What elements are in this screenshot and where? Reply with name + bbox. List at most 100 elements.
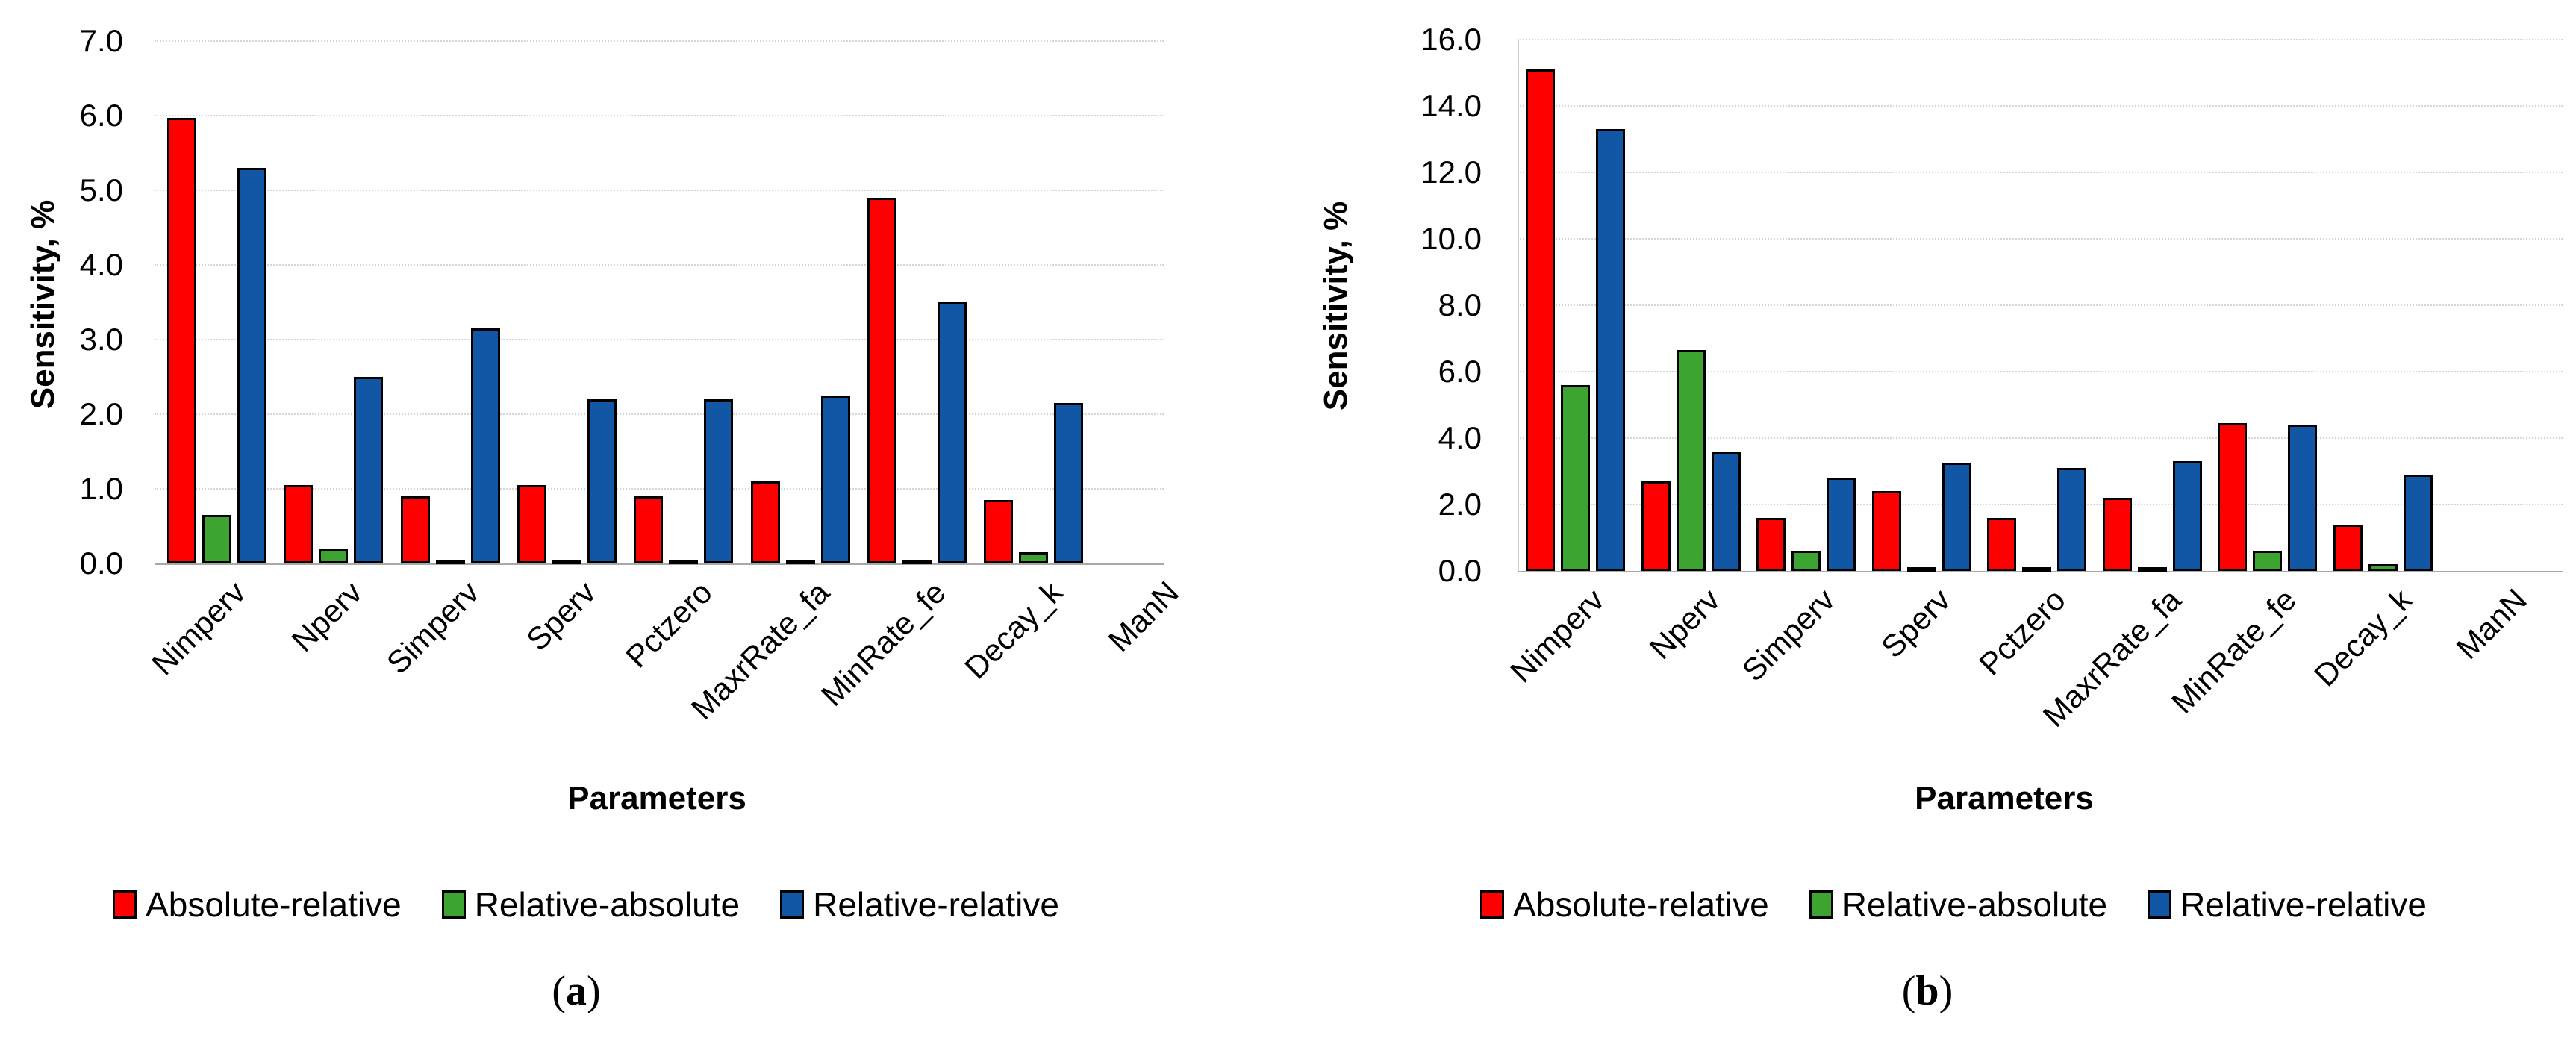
gridline: [1518, 39, 2563, 40]
bar-b-MinRate_fe-Relative-absolute: [2253, 551, 2282, 571]
caption-paren: ): [587, 968, 601, 1014]
y-axis-line: [1518, 40, 1519, 571]
bar-b-MinRate_fe-Relative-relative: [2288, 425, 2317, 571]
gridline: [155, 339, 1164, 340]
bar-a-Nimperv-Relative-absolute: [202, 515, 231, 563]
legend-label: Absolute-relative: [146, 885, 402, 924]
y-tick-label: 5.0: [79, 172, 123, 207]
y-tick-label: 3.0: [79, 322, 123, 357]
bar-a-Simperv-Relative-relative: [471, 328, 500, 563]
bar-a-Nperv-Relative-relative: [354, 377, 383, 563]
bar-a-Sperv-Relative-relative: [587, 399, 617, 563]
bar-b-Pctzero-Relative-absolute: [2022, 567, 2051, 572]
y-tick-label: 4.0: [1438, 420, 1482, 455]
bar-b-Nimperv-Relative-relative: [1596, 129, 1625, 571]
bar-b-Nperv-Relative-absolute: [1677, 350, 1706, 571]
x-category-label: Pctzero: [1972, 581, 2072, 682]
gridline: [1518, 172, 2563, 173]
y-tick-label: 0.0: [79, 546, 123, 581]
caption-a: (a): [427, 967, 726, 1015]
bar-a-MinRate_fe-Absolute-relative: [867, 198, 896, 563]
y-tick-label: 2.0: [79, 396, 123, 431]
bar-b-Sperv-Relative-relative: [1942, 463, 1971, 571]
bar-b-Nimperv-Relative-absolute: [1561, 385, 1590, 571]
bar-b-Simperv-Relative-absolute: [1791, 551, 1821, 571]
caption-paren: ): [1939, 968, 1953, 1014]
legend-item: Relative-relative: [2148, 884, 2427, 925]
y-tick-label: 10.0: [1420, 221, 1482, 256]
y-tick-label: 16.0: [1420, 22, 1482, 57]
bar-a-Sperv-Relative-absolute: [552, 560, 581, 564]
caption-letter: a: [566, 968, 587, 1014]
bar-a-Nperv-Absolute-relative: [284, 485, 313, 563]
legend-label: Relative-relative: [813, 885, 1059, 924]
bar-b-MaxrRate_fa-Relative-absolute: [2138, 567, 2167, 572]
bar-b-Pctzero-Relative-relative: [2057, 468, 2086, 571]
bar-a-MinRate_fe-Relative-absolute: [902, 560, 932, 564]
y-tick-label: 1.0: [79, 471, 123, 506]
gridline: [1518, 105, 2563, 107]
y-axis-title-b: Sensitivity, %: [1317, 201, 1354, 411]
legend-swatch-green: [1809, 890, 1833, 919]
bar-a-Nimperv-Absolute-relative: [167, 118, 196, 563]
bar-a-Pctzero-Relative-absolute: [669, 560, 698, 564]
gridline: [1518, 304, 2563, 306]
bar-a-Decay_k-Relative-relative: [1054, 403, 1083, 563]
y-tick-label: 7.0: [79, 23, 123, 58]
bar-a-Sperv-Absolute-relative: [517, 485, 546, 563]
bar-b-Simperv-Relative-relative: [1827, 478, 1856, 571]
legend-swatch-blue: [2148, 890, 2172, 919]
bar-b-Nimperv-Absolute-relative: [1526, 69, 1555, 571]
caption-b: (b): [1778, 967, 2077, 1015]
gridline: [155, 264, 1164, 266]
legend-swatch-red: [113, 890, 137, 919]
bar-a-MaxrRate_fa-Relative-absolute: [786, 560, 815, 564]
caption-letter: b: [1915, 968, 1939, 1014]
gridline: [155, 488, 1164, 490]
x-category-label: MinRate_fe: [2164, 581, 2303, 720]
legend-b: Absolute-relative Relative-absolute Rela…: [1412, 882, 2495, 927]
gridline: [1518, 437, 2563, 439]
legend-label: Relative-absolute: [474, 885, 740, 924]
x-category-label: Simperv: [1735, 581, 1841, 688]
y-tick-label: 0.0: [1438, 553, 1482, 588]
bar-b-Nperv-Relative-relative: [1712, 452, 1741, 571]
bar-b-MinRate_fe-Absolute-relative: [2218, 423, 2247, 571]
gridline: [155, 190, 1164, 191]
bar-b-Nperv-Absolute-relative: [1641, 481, 1671, 571]
legend-item: Relative-relative: [780, 884, 1059, 925]
bar-b-Sperv-Absolute-relative: [1872, 491, 1901, 571]
y-tick-label: 8.0: [1438, 287, 1482, 322]
legend-item: Absolute-relative: [1480, 884, 1769, 925]
bar-b-MaxrRate_fa-Relative-relative: [2173, 461, 2202, 571]
legend-label: Relative-relative: [2180, 885, 2427, 924]
bar-a-Simperv-Relative-absolute: [436, 560, 465, 564]
x-category-label: MaxrRate_fa: [2036, 581, 2188, 734]
bar-b-Simperv-Absolute-relative: [1756, 518, 1786, 571]
x-category-label: Decay_k: [2307, 581, 2418, 693]
y-tick-label: 4.0: [79, 247, 123, 282]
y-tick-label: 12.0: [1420, 154, 1482, 190]
y-tick-label: 2.0: [1438, 487, 1482, 522]
gridline: [1518, 238, 2563, 240]
bar-b-Pctzero-Absolute-relative: [1987, 518, 2016, 571]
bar-b-Decay_k-Relative-relative: [2404, 475, 2433, 571]
bar-a-MaxrRate_fa-Relative-relative: [821, 396, 850, 563]
caption-paren: (: [1901, 968, 1916, 1014]
x-axis-line: [155, 563, 1164, 565]
bar-a-Pctzero-Relative-relative: [704, 399, 733, 563]
x-category-label: Nimperv: [1503, 581, 1611, 690]
x-axis-title-b: Parameters: [1915, 780, 2094, 816]
x-axis-line: [1518, 571, 2563, 572]
x-category-label: Nperv: [1641, 581, 1727, 666]
caption-paren: (: [552, 968, 566, 1014]
y-tick-label: 6.0: [1438, 354, 1482, 389]
legend-swatch-blue: [780, 890, 805, 919]
bar-b-MaxrRate_fa-Absolute-relative: [2103, 498, 2132, 571]
bar-a-Decay_k-Relative-absolute: [1019, 552, 1048, 563]
legend-label: Absolute-relative: [1513, 885, 1769, 924]
bar-b-Decay_k-Relative-absolute: [2368, 564, 2398, 571]
gridline: [1518, 504, 2563, 505]
legend-label: Relative-absolute: [1841, 885, 2108, 924]
